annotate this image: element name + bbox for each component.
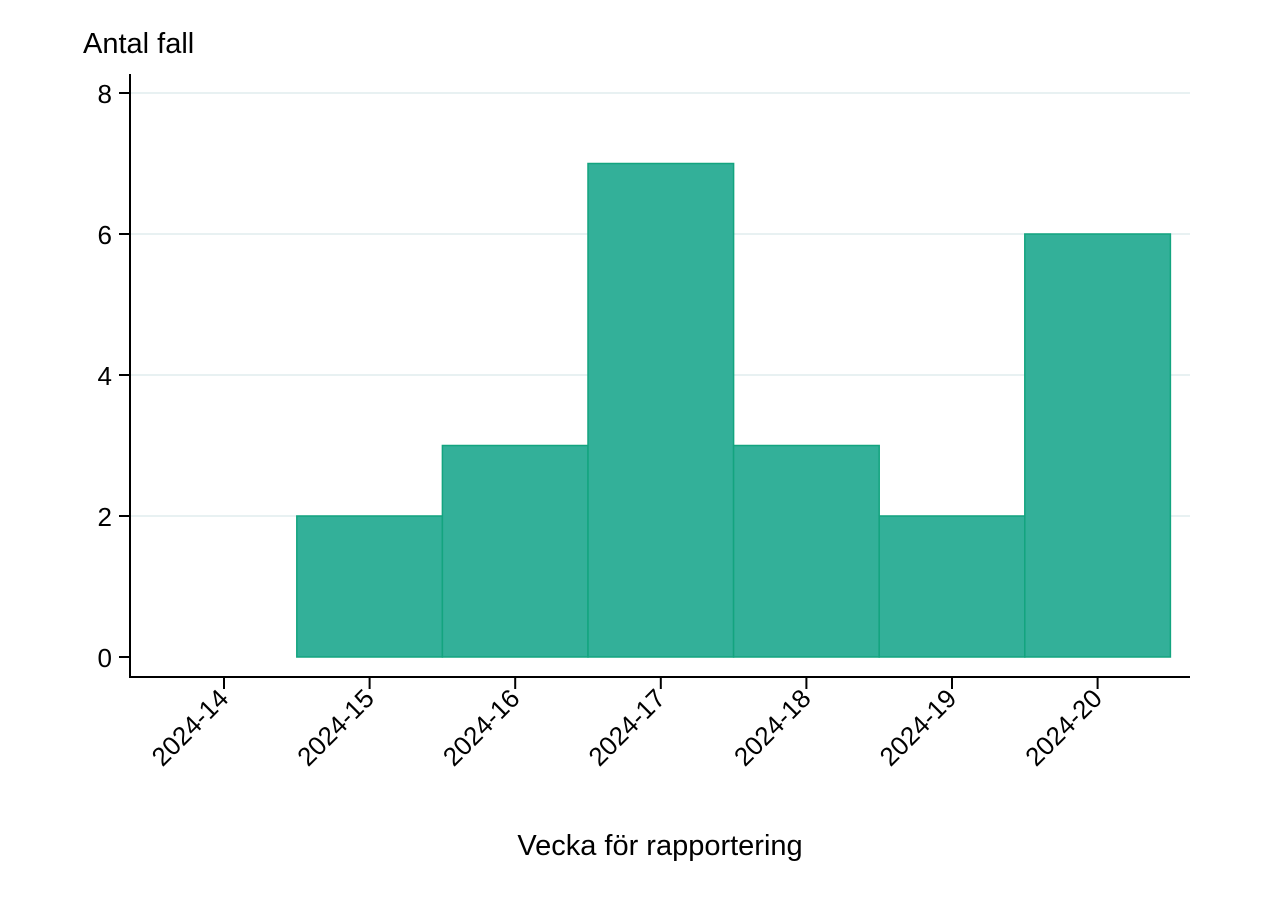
x-tick-label: 2024-15	[291, 683, 380, 772]
y-tick-label: 2	[98, 502, 112, 532]
x-axis-title: Vecka för rapportering	[517, 830, 802, 862]
bar	[296, 515, 444, 658]
bars	[296, 162, 1172, 658]
bar	[732, 444, 880, 658]
y-tick-label: 4	[98, 361, 112, 391]
y-tick-label: 0	[98, 643, 112, 673]
y-axis-ticks: 0 2 4 6 8	[98, 79, 130, 673]
y-tick-label: 8	[98, 79, 112, 109]
bar	[878, 515, 1026, 658]
y-axis-title: Antal fall	[83, 28, 194, 60]
bar	[441, 444, 589, 658]
x-axis-ticks: 2024-14 2024-15 2024-16 2024-17 2024-18 2024-…	[146, 677, 1108, 772]
bar	[587, 162, 735, 658]
x-tick-label: 2024-20	[1019, 683, 1108, 772]
y-tick-label: 6	[98, 220, 112, 250]
x-tick-label: 2024-14	[146, 683, 235, 772]
x-tick-label: 2024-18	[728, 683, 817, 772]
x-tick-label: 2024-19	[874, 683, 963, 772]
x-tick-label: 2024-17	[582, 683, 671, 772]
bar	[1024, 233, 1172, 658]
x-tick-label: 2024-16	[437, 683, 526, 772]
